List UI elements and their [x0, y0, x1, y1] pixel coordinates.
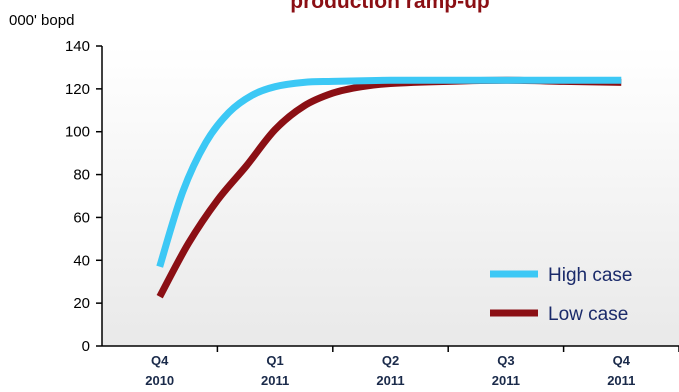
- legend-label: High case: [548, 265, 633, 286]
- x-tick-label-year: 2011: [376, 373, 404, 388]
- y-tick-label: 120: [65, 81, 90, 98]
- series-line-high-case: [156, 76, 622, 268]
- y-tick-label: 80: [73, 167, 90, 184]
- y-axis-unit-label: 000' bopd: [9, 12, 74, 29]
- x-tick-label-quarter: Q2: [382, 353, 399, 368]
- y-tick-label: 20: [73, 295, 90, 312]
- x-tick-label-quarter: Q4: [613, 353, 631, 368]
- y-tick-label: 0: [82, 338, 90, 355]
- x-tick-label-year: 2011: [492, 373, 520, 388]
- y-tick-label: 100: [65, 124, 90, 141]
- x-tick-label-quarter: Q4: [151, 353, 169, 368]
- x-tick-label-year: 2010: [145, 373, 174, 388]
- x-tick-label-quarter: Q1: [266, 353, 283, 368]
- x-tick-label-quarter: Q3: [497, 353, 514, 368]
- chart-title: production ramp-up: [290, 0, 489, 13]
- x-tick-label-year: 2011: [261, 373, 289, 388]
- y-tick-label: 60: [73, 209, 90, 226]
- plot-area: [102, 46, 679, 346]
- x-tick-label-year: 2011: [607, 373, 635, 388]
- y-tick-label: 140: [65, 38, 90, 55]
- legend-label: Low case: [548, 304, 628, 325]
- y-tick-label: 40: [73, 252, 90, 269]
